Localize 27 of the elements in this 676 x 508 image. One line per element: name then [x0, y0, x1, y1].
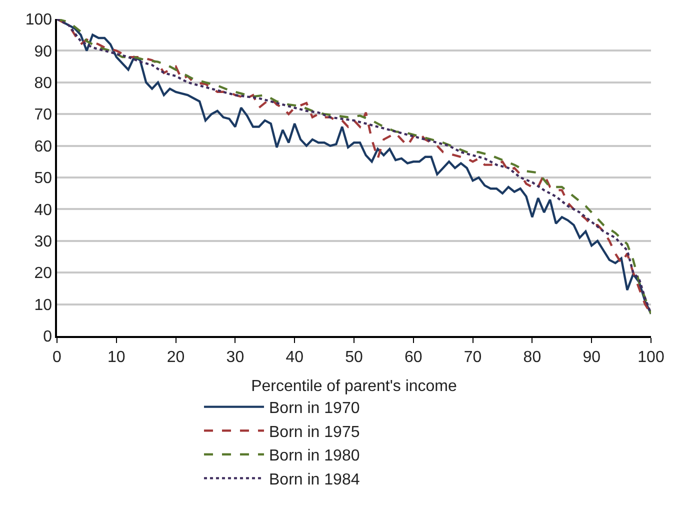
x-tick-label: 60 — [404, 348, 422, 366]
x-tick-label: 100 — [638, 348, 664, 366]
legend-label: Born in 1980 — [269, 448, 360, 465]
y-tick-label: 70 — [34, 106, 52, 124]
legend-label: Born in 1970 — [269, 400, 360, 418]
x-tick-label: 80 — [523, 348, 542, 366]
y-tick-label: 100 — [25, 12, 52, 29]
x-tick-label: 20 — [166, 348, 185, 366]
y-tick-label: 50 — [34, 170, 52, 188]
y-tick-label: 20 — [34, 265, 52, 282]
x-tick-label: 10 — [108, 348, 126, 366]
line-series — [57, 19, 651, 315]
legend-label: Born in 1975 — [269, 424, 360, 441]
y-tick-label: 60 — [34, 138, 52, 156]
y-tick-label: 10 — [34, 296, 52, 314]
x-tick-label: 70 — [464, 348, 482, 366]
y-tick-label: 40 — [34, 202, 52, 219]
x-tick-label: 90 — [582, 348, 601, 366]
y-tick-label: 80 — [34, 75, 52, 92]
y-tick-label: 0 — [43, 328, 52, 346]
y-tick-label: 30 — [34, 234, 52, 250]
legend-label: Born in 1984 — [269, 471, 360, 488]
x-axis-title: Percentile of parent's income — [251, 378, 458, 396]
x-tick-label: 30 — [226, 348, 244, 366]
x-tick-label: 50 — [345, 348, 363, 366]
y-tick-label: 90 — [34, 43, 52, 60]
x-tick-label: 40 — [286, 348, 304, 366]
